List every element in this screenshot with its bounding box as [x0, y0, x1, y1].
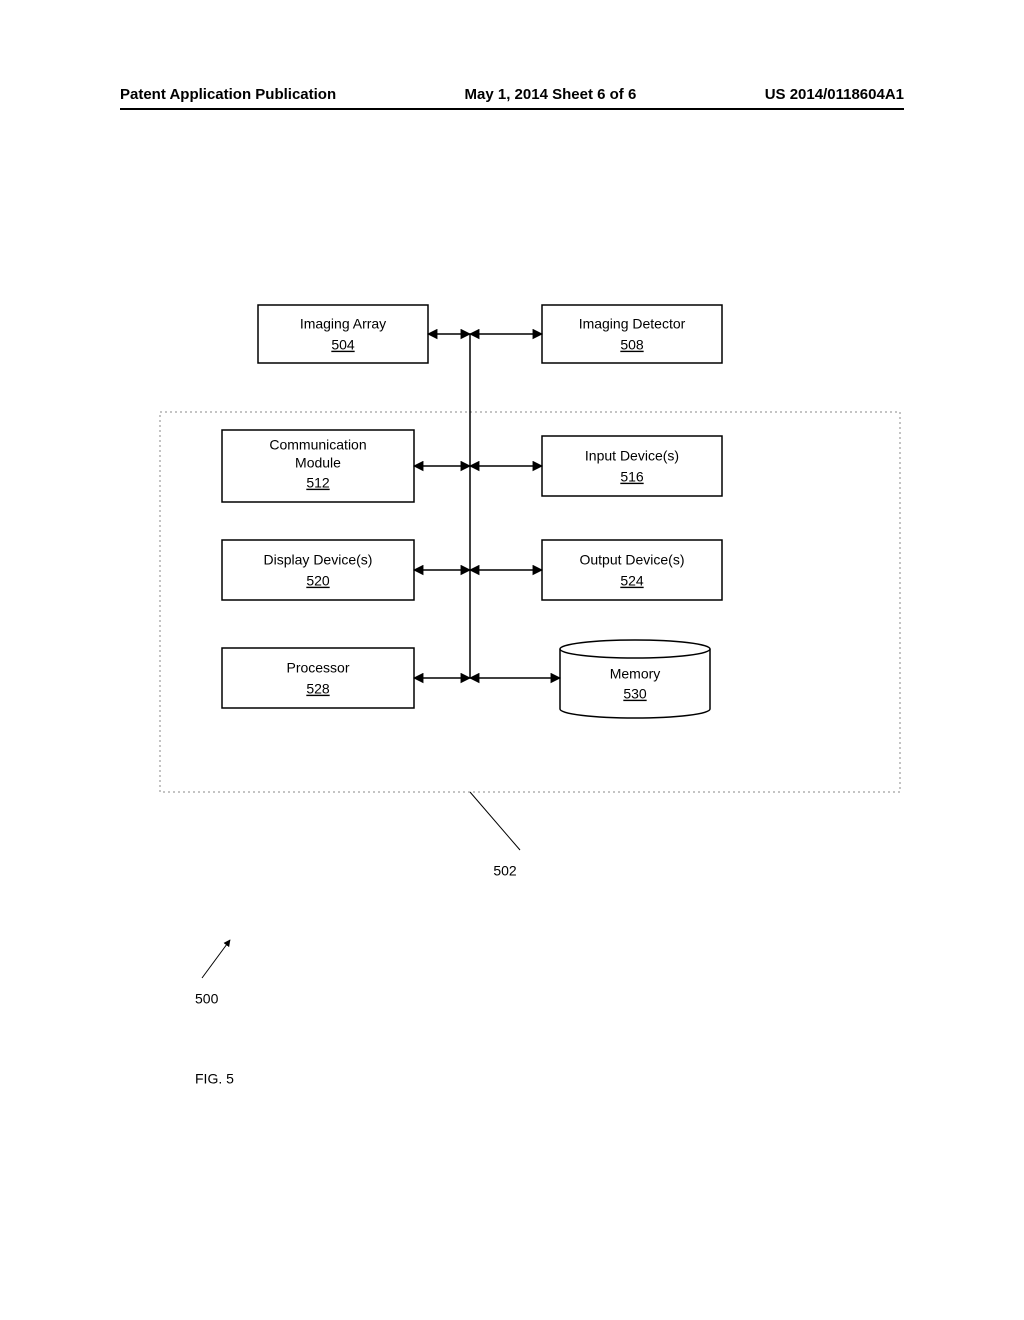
svg-text:512: 512	[306, 475, 330, 491]
svg-text:Imaging Array: Imaging Array	[300, 316, 386, 332]
svg-text:502: 502	[493, 863, 517, 879]
svg-text:524: 524	[620, 573, 644, 589]
svg-text:528: 528	[306, 681, 330, 697]
svg-text:FIG. 5: FIG. 5	[195, 1071, 234, 1087]
svg-text:520: 520	[306, 573, 330, 589]
page: Patent Application Publication May 1, 20…	[0, 0, 1024, 1320]
svg-text:Display Device(s): Display Device(s)	[264, 552, 373, 568]
svg-text:Imaging Detector: Imaging Detector	[579, 316, 686, 332]
svg-text:Processor: Processor	[286, 660, 349, 676]
svg-text:Communication: Communication	[269, 437, 366, 453]
block-diagram: Imaging Array 504 Imaging Detector 508 Commu…	[0, 0, 1024, 1320]
svg-text:Module: Module	[295, 455, 341, 471]
svg-text:500: 500	[195, 991, 219, 1007]
svg-text:530: 530	[623, 686, 647, 702]
svg-text:Memory: Memory	[610, 666, 661, 682]
svg-text:516: 516	[620, 469, 644, 485]
svg-text:504: 504	[331, 337, 355, 353]
svg-text:508: 508	[620, 337, 644, 353]
svg-text:Input Device(s): Input Device(s)	[585, 448, 679, 464]
svg-text:Output Device(s): Output Device(s)	[579, 552, 684, 568]
